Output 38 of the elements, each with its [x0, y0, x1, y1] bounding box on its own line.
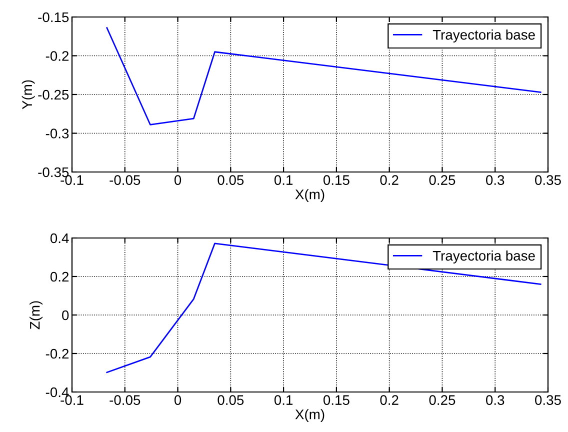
- x-axis-title: X(m): [295, 189, 324, 202]
- x-tick-label: 0.1: [274, 175, 293, 185]
- y-tick-label: -0.15: [38, 12, 69, 22]
- x-tick-label: 0.2: [380, 175, 398, 185]
- x-tick-label: -0.05: [110, 395, 140, 405]
- x-tick-label: -0.1: [60, 395, 84, 405]
- x-tick-label: 0: [174, 395, 182, 405]
- x-tick-label: 0.05: [218, 395, 244, 405]
- y-tick-label: 0.2: [50, 272, 69, 282]
- y-tick-label: -0.2: [46, 348, 69, 359]
- x-tick-label: -0.1: [60, 175, 84, 185]
- y-tick-label: -0.25: [38, 90, 69, 100]
- y-tick-label: 0: [62, 310, 69, 320]
- x-tick-label: 0.3: [486, 175, 504, 185]
- x-tick-label: 0.25: [429, 395, 456, 405]
- x-axis-title: X(m): [295, 409, 324, 422]
- y-axis-title: Z(m): [30, 301, 43, 330]
- x-tick-label: 0.35: [535, 395, 561, 405]
- x-tick-label: 0.25: [429, 175, 456, 185]
- y-tick-label: -0.3: [46, 128, 69, 138]
- y-axis-title: Y(m): [22, 80, 35, 110]
- legend-label: Trayectoria base: [432, 30, 535, 42]
- y-tick-label: -0.35: [38, 167, 69, 178]
- y-tick-label: -0.2: [46, 51, 69, 61]
- x-tick-label: 0.2: [380, 395, 398, 405]
- x-tick-label: 0.3: [486, 395, 504, 405]
- x-tick-label: 0.15: [323, 395, 350, 405]
- legend-label: Trayectoria base: [432, 250, 535, 264]
- x-tick-label: -0.05: [110, 175, 140, 185]
- x-tick-label: 0.15: [323, 175, 350, 185]
- x-tick-label: 0.35: [535, 175, 561, 185]
- x-tick-label: 0: [174, 175, 182, 185]
- y-tick-label: 0.4: [50, 233, 69, 244]
- line-series: [106, 242, 542, 374]
- x-tick-label: 0.1: [274, 395, 293, 405]
- line-series: [106, 27, 542, 126]
- x-tick-label: 0.05: [218, 175, 244, 185]
- y-tick-label: -0.4: [46, 387, 69, 398]
